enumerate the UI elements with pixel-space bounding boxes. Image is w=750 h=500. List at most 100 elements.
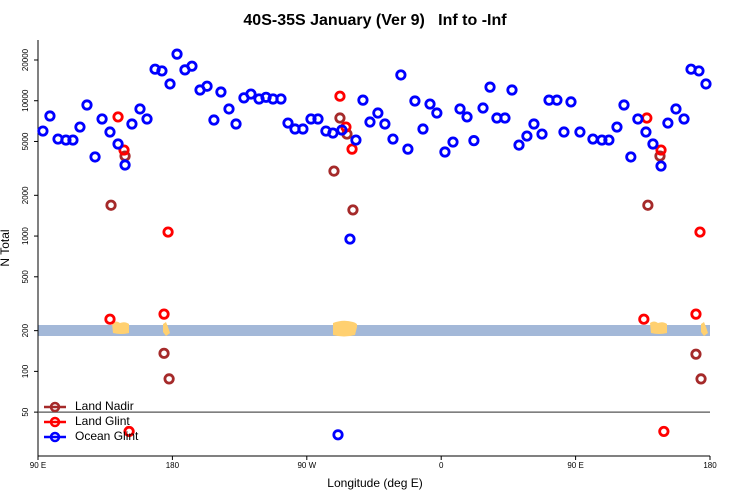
point [454,103,466,115]
point [347,204,359,216]
point [44,110,56,122]
point [521,130,533,142]
point [162,226,174,238]
point [424,98,436,110]
x-tick-label: 90 E [567,461,583,470]
point [506,84,518,96]
point [477,102,489,114]
point [402,143,414,155]
y-tick-label: 100 [21,364,30,378]
point [245,88,257,100]
land-strip [38,320,710,337]
ocean-band [38,325,710,336]
x-tick-label: 90 E [30,461,46,470]
point [641,112,653,124]
point [230,118,242,130]
point [328,165,340,177]
point [662,117,674,129]
point [81,99,93,111]
land-blob [112,321,129,334]
point [647,138,659,150]
y-axis-label: N Total [0,229,12,266]
land-blob [333,320,358,337]
legend-marker [49,431,61,443]
point [344,233,356,245]
land-blob [650,321,667,334]
point [123,425,135,438]
point [618,99,630,111]
point [119,159,131,171]
point [654,150,666,162]
point [163,373,175,385]
point [678,113,690,125]
point [409,95,421,107]
legend-marker [49,401,61,413]
point [640,126,652,138]
legend-text: Land Glint [75,414,130,428]
point [37,125,49,137]
point [282,117,294,129]
point [638,313,650,325]
point [105,199,117,211]
point [104,313,116,325]
point [334,90,346,102]
point [431,107,443,119]
point [96,113,108,125]
x-axis-label: Longitude (deg E) [327,476,422,490]
point [67,134,79,146]
point [499,112,511,124]
point [312,113,324,125]
point [89,151,101,163]
point [332,429,344,441]
point [387,133,399,145]
point [275,93,287,105]
point [574,126,586,138]
point [536,128,548,140]
point [690,348,702,360]
point [690,308,702,320]
land-blob [701,322,708,336]
point [350,134,362,146]
x-tick-label: 0 [439,461,444,470]
x-tick-label: 180 [166,461,180,470]
point [632,113,644,125]
y-tick-label: 1000 [21,227,30,245]
point [658,425,670,438]
point [447,136,459,148]
point [603,134,615,146]
point [379,118,391,130]
point [655,144,667,156]
point [171,48,183,60]
point [134,103,146,115]
x-tick-label: 180 [703,461,717,470]
point [112,111,124,123]
point [223,103,235,115]
point [558,126,570,138]
y-tick-label: 200 [21,323,30,337]
y-tick-label: 20000 [21,48,30,71]
point [670,103,682,115]
point [625,151,637,163]
point [700,78,712,90]
legend-text: Ocean Glint [75,429,139,443]
point [417,123,429,135]
point [215,86,227,98]
point [372,107,384,119]
point [695,373,707,385]
point [156,65,168,77]
point [158,347,170,359]
point [461,111,473,123]
point [164,78,176,90]
point [513,139,525,151]
y-tick-label: 10000 [21,89,30,112]
land-blob [163,322,170,336]
point [208,114,220,126]
point [357,94,369,106]
point [364,116,376,128]
point [186,60,198,72]
point [395,69,407,81]
point [528,118,540,130]
point [642,199,654,211]
point [126,118,138,130]
point [565,96,577,108]
